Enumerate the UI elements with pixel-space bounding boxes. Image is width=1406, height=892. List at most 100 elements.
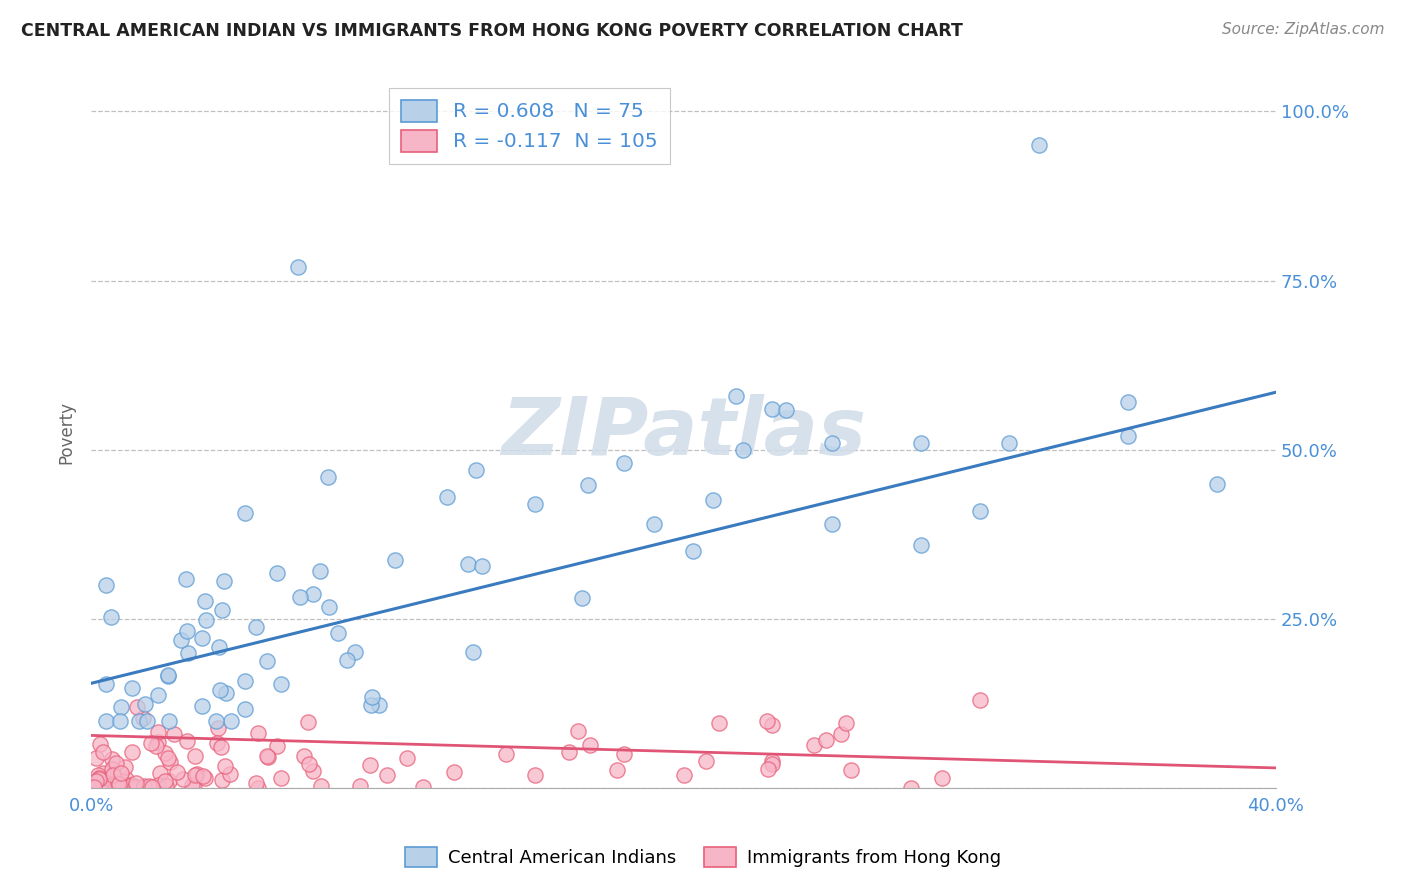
Text: Source: ZipAtlas.com: Source: ZipAtlas.com bbox=[1222, 22, 1385, 37]
Point bbox=[695, 754, 717, 768]
Point bbox=[835, 715, 858, 730]
Point bbox=[87, 768, 110, 782]
Point bbox=[910, 436, 932, 450]
Point bbox=[495, 747, 517, 762]
Point bbox=[1116, 429, 1139, 443]
Point bbox=[219, 767, 242, 781]
Point bbox=[212, 574, 235, 588]
Point bbox=[177, 646, 200, 660]
Point bbox=[104, 775, 127, 789]
Point bbox=[91, 745, 114, 759]
Point bbox=[756, 762, 779, 776]
Point bbox=[613, 456, 636, 470]
Point bbox=[359, 758, 381, 772]
Point bbox=[461, 645, 484, 659]
Point bbox=[124, 780, 146, 795]
Point bbox=[900, 780, 922, 795]
Point bbox=[110, 700, 132, 714]
Point bbox=[186, 766, 208, 780]
Point bbox=[297, 715, 319, 730]
Point bbox=[215, 686, 238, 700]
Point bbox=[815, 733, 838, 747]
Point bbox=[134, 779, 156, 793]
Point bbox=[558, 745, 581, 759]
Point bbox=[145, 739, 167, 754]
Point bbox=[287, 260, 309, 274]
Point bbox=[205, 714, 228, 728]
Point bbox=[121, 745, 143, 759]
Point bbox=[127, 700, 149, 714]
Point bbox=[471, 558, 494, 573]
Point bbox=[156, 668, 179, 682]
Point bbox=[121, 778, 143, 792]
Point bbox=[153, 746, 176, 760]
Point bbox=[89, 771, 111, 785]
Point bbox=[184, 768, 207, 782]
Point bbox=[465, 463, 488, 477]
Point bbox=[100, 609, 122, 624]
Point bbox=[191, 632, 214, 646]
Point bbox=[205, 736, 228, 750]
Point bbox=[124, 780, 146, 794]
Point bbox=[361, 690, 384, 705]
Text: CENTRAL AMERICAN INDIAN VS IMMIGRANTS FROM HONG KONG POVERTY CORRELATION CHART: CENTRAL AMERICAN INDIAN VS IMMIGRANTS FR… bbox=[21, 22, 963, 40]
Point bbox=[194, 594, 217, 608]
Point bbox=[288, 590, 311, 604]
Point bbox=[132, 711, 155, 725]
Point bbox=[245, 620, 267, 634]
Point bbox=[114, 760, 136, 774]
Point bbox=[183, 778, 205, 792]
Point bbox=[1116, 395, 1139, 409]
Point bbox=[524, 497, 547, 511]
Point bbox=[149, 765, 172, 780]
Legend: Central American Indians, Immigrants from Hong Kong: Central American Indians, Immigrants fro… bbox=[398, 839, 1008, 874]
Point bbox=[153, 774, 176, 789]
Point bbox=[578, 478, 600, 492]
Point bbox=[257, 750, 280, 764]
Point bbox=[302, 587, 325, 601]
Point bbox=[830, 726, 852, 740]
Point bbox=[83, 780, 105, 794]
Text: ZIPatlas: ZIPatlas bbox=[501, 394, 866, 472]
Point bbox=[395, 751, 418, 765]
Point bbox=[101, 752, 124, 766]
Point bbox=[247, 781, 270, 796]
Point bbox=[443, 765, 465, 780]
Point bbox=[89, 737, 111, 751]
Point bbox=[270, 677, 292, 691]
Point bbox=[209, 683, 232, 698]
Point bbox=[349, 779, 371, 793]
Point bbox=[318, 599, 340, 614]
Point bbox=[214, 759, 236, 773]
Point bbox=[121, 681, 143, 695]
Point bbox=[931, 771, 953, 785]
Point bbox=[211, 603, 233, 617]
Point bbox=[156, 669, 179, 683]
Point bbox=[191, 769, 214, 783]
Point bbox=[96, 779, 118, 793]
Point bbox=[292, 749, 315, 764]
Point bbox=[134, 697, 156, 711]
Point bbox=[94, 714, 117, 728]
Point bbox=[115, 778, 138, 792]
Point bbox=[163, 727, 186, 741]
Point bbox=[702, 493, 724, 508]
Point bbox=[157, 774, 180, 789]
Point bbox=[301, 764, 323, 778]
Point bbox=[643, 517, 665, 532]
Point bbox=[166, 765, 188, 780]
Point bbox=[207, 640, 229, 654]
Point bbox=[270, 771, 292, 785]
Point bbox=[107, 777, 129, 791]
Point bbox=[256, 654, 278, 668]
Point bbox=[157, 714, 180, 728]
Point bbox=[524, 767, 547, 781]
Point bbox=[969, 693, 991, 707]
Point bbox=[184, 749, 207, 764]
Point bbox=[157, 751, 180, 765]
Point bbox=[731, 442, 754, 457]
Point bbox=[195, 613, 218, 627]
Point bbox=[91, 766, 114, 780]
Point bbox=[725, 389, 748, 403]
Point bbox=[84, 750, 107, 764]
